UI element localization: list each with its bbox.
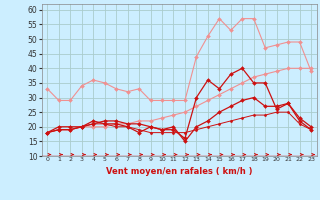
- X-axis label: Vent moyen/en rafales ( km/h ): Vent moyen/en rafales ( km/h ): [106, 167, 252, 176]
